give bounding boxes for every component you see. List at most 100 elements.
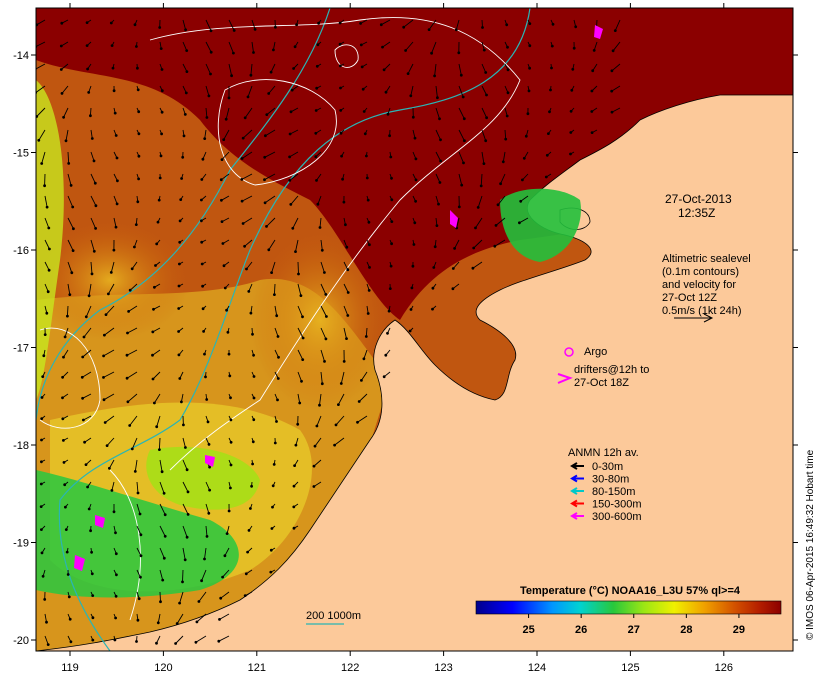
velocity-arrow-head	[288, 155, 291, 159]
velocity-arrow	[335, 415, 345, 426]
velocity-arrow-head	[217, 639, 221, 643]
velocity-arrow	[334, 437, 345, 446]
velocity-arrow-head	[175, 622, 179, 625]
velocity-arrow-head	[219, 178, 223, 182]
velocity-arrow	[205, 503, 210, 514]
velocity-arrow-head	[136, 491, 140, 495]
anmn-legend-label: 80-150m	[592, 486, 635, 498]
velocity-arrow-head	[457, 51, 461, 55]
velocity-arrow	[182, 503, 189, 515]
velocity-arrow-head	[264, 134, 267, 138]
velocity-arrow-head	[109, 21, 113, 25]
velocity-arrow-head	[180, 177, 184, 180]
velocity-arrow-head	[229, 486, 232, 490]
velocity-arrow-head	[244, 572, 248, 576]
velocity-arrow-head	[453, 247, 456, 250]
velocity-arrow	[611, 85, 621, 92]
velocity-arrow-head	[462, 117, 466, 121]
velocity-arrow-head	[505, 23, 509, 27]
velocity-arrow-head	[114, 552, 118, 556]
velocity-arrow	[182, 547, 186, 560]
colorbar-tick-label: 26	[575, 624, 587, 636]
velocity-scale-arrow	[674, 313, 714, 323]
velocity-arrow-head	[388, 287, 392, 290]
velocity-arrow	[219, 613, 230, 620]
velocity-arrow-head	[521, 178, 524, 182]
velocity-arrow-head	[414, 157, 418, 161]
velocity-arrow-head	[134, 223, 138, 227]
velocity-arrow-head	[436, 96, 439, 100]
velocity-arrow-head	[160, 68, 164, 71]
velocity-arrow-head	[67, 595, 71, 599]
velocity-arrow-head	[293, 45, 297, 49]
velocity-arrow	[289, 151, 299, 158]
velocity-arrow	[205, 107, 208, 118]
velocity-arrow-head	[229, 463, 233, 467]
velocity-arrow-head	[60, 92, 64, 95]
velocity-arrow-head	[40, 551, 44, 555]
velocity-arrow	[458, 107, 465, 119]
sealevel-contour-5	[334, 44, 359, 68]
velocity-arrow-head	[301, 315, 304, 319]
colorbar-tick-label: 25	[522, 624, 534, 636]
colorbar-title: Temperature (°C) NOAA16_L3U 57% ql>=4	[520, 585, 741, 597]
velocity-arrow-head	[127, 310, 130, 313]
velocity-arrow-head	[66, 573, 70, 576]
velocity-arrow-head	[42, 354, 46, 358]
velocity-arrow-head	[115, 573, 118, 577]
velocity-arrow	[242, 129, 253, 139]
velocity-arrow-head	[87, 507, 91, 511]
velocity-arrow-head	[62, 461, 66, 464]
velocity-arrow	[36, 63, 46, 70]
velocity-arrow	[195, 635, 207, 643]
velocity-arrow-head	[67, 162, 71, 165]
velocity-arrow-head	[59, 44, 63, 48]
velocity-arrow-head	[185, 535, 189, 539]
velocity-arrow-head	[611, 49, 615, 53]
velocity-arrow-head	[222, 138, 226, 142]
velocity-arrow-head	[112, 248, 116, 252]
velocity-arrow-head	[251, 440, 255, 444]
velocity-arrow-head	[411, 115, 415, 119]
velocity-arrow-head	[177, 284, 181, 288]
velocity-arrow-head	[430, 51, 433, 55]
velocity-arrow	[156, 415, 161, 427]
velocity-arrow	[289, 129, 299, 135]
velocity-arrow	[182, 437, 186, 448]
velocity-arrow	[320, 327, 327, 340]
velocity-arrow-head	[221, 575, 225, 579]
velocity-arrow	[458, 63, 462, 76]
velocity-arrow-head	[252, 396, 256, 400]
velocity-arrow-head	[276, 335, 280, 338]
velocity-arrow-head	[177, 307, 181, 310]
velocity-arrow-head	[128, 424, 132, 427]
velocity-arrow-head	[227, 352, 231, 356]
velocity-arrow-head	[243, 594, 247, 597]
velocity-arrow	[159, 503, 166, 515]
velocity-arrow-head	[218, 618, 221, 621]
velocity-arrow-head	[265, 225, 268, 228]
velocity-arrow-head	[432, 266, 436, 269]
velocity-arrow-head	[40, 396, 44, 399]
velocity-arrow-head	[137, 154, 141, 158]
velocity-arrow-head	[114, 594, 118, 598]
isobath-1000m	[36, 8, 331, 421]
velocity-arrow-head	[112, 89, 116, 93]
velocity-arrow	[108, 283, 115, 295]
velocity-arrow-head	[136, 200, 140, 204]
velocity-arrow-head	[209, 72, 212, 76]
velocity-arrow	[381, 19, 391, 26]
velocity-arrow-head	[272, 48, 275, 52]
velocity-arrow-head	[82, 335, 86, 339]
velocity-arrow	[67, 239, 74, 251]
velocity-arrow-head	[318, 403, 321, 407]
velocity-arrow-head	[431, 307, 434, 311]
velocity-arrow-head	[528, 66, 531, 70]
velocity-arrow-head	[91, 638, 95, 642]
velocity-arrow	[455, 19, 460, 30]
velocity-arrow-head	[472, 246, 476, 250]
velocity-arrow-head	[459, 73, 463, 77]
velocity-arrow-head	[103, 421, 107, 424]
drifter-marker	[450, 210, 458, 228]
